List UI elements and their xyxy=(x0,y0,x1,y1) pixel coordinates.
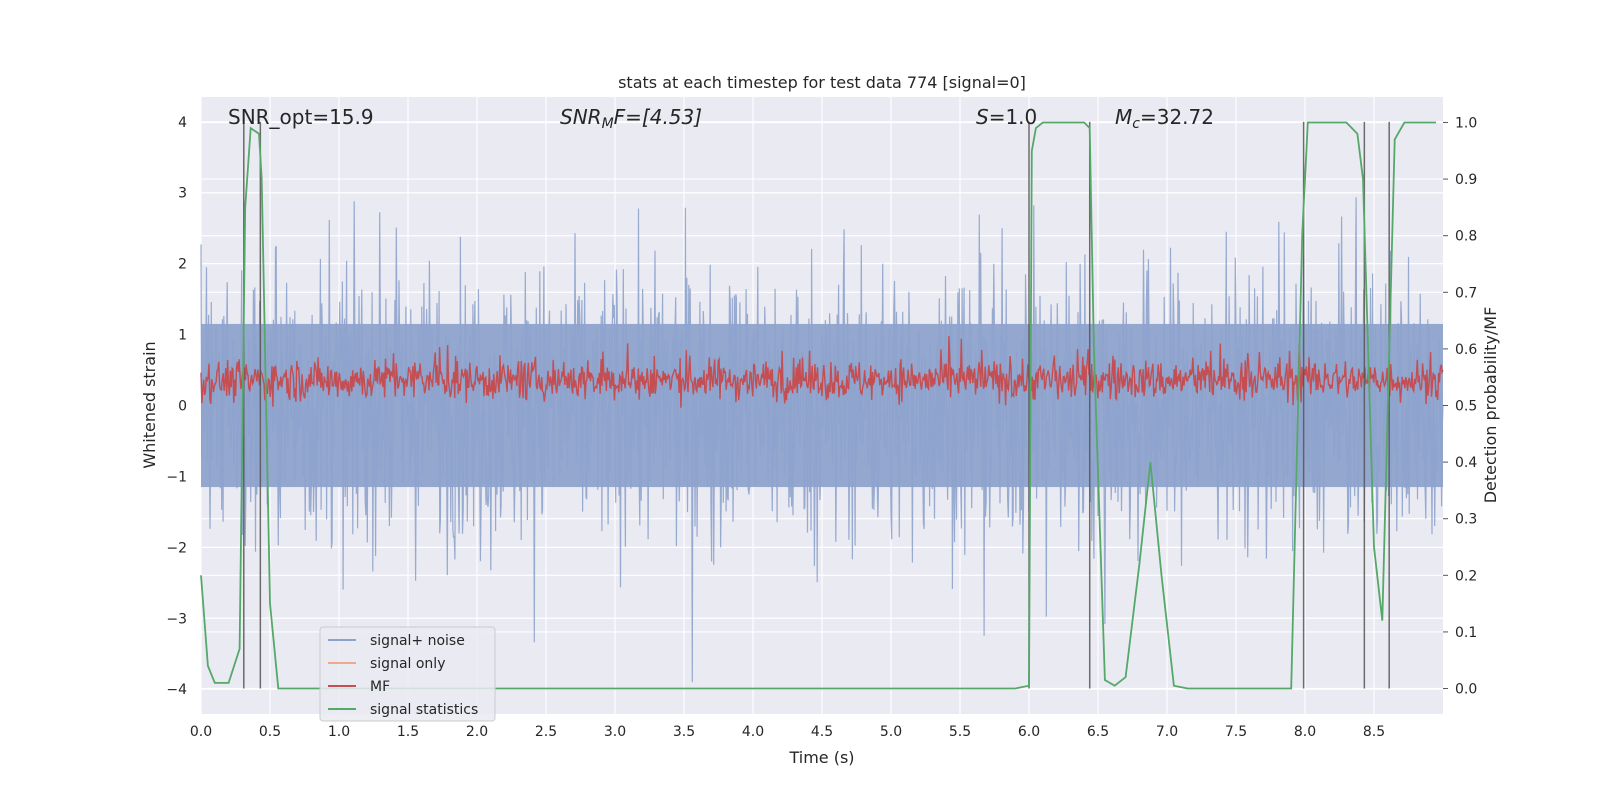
y-right-tick-label: 0.8 xyxy=(1455,229,1477,245)
legend-box xyxy=(319,626,496,722)
y-left-tick-label: −2 xyxy=(166,540,187,556)
y-right-tick-label: 1.0 xyxy=(1455,115,1477,131)
y-left-tick-label: −4 xyxy=(166,682,187,698)
legend-label-mf: MF xyxy=(370,679,390,695)
x-ticks: 0.0 0.5 1.0 1.5 2.0 2.5 3.0 3.5 4.0 4.5 5.0 5.5 6.0 6… xyxy=(190,724,1385,740)
y-left-ticks: −4 −3 −2 −1 0 1 2 3 4 xyxy=(166,115,187,698)
x-tick-label: 4.0 xyxy=(742,724,764,740)
x-tick-label: 2.5 xyxy=(535,724,557,740)
y-right-tick-label: 0.4 xyxy=(1455,455,1477,471)
y-right-tick-label: 0.1 xyxy=(1455,625,1477,641)
x-tick-label: 8.0 xyxy=(1294,724,1316,740)
x-tick-label: 5.0 xyxy=(880,724,902,740)
legend: signal+ noise signal only MF signal stat… xyxy=(319,626,496,722)
vertical-lines xyxy=(243,121,1390,689)
y-left-tick-label: −3 xyxy=(166,611,187,627)
annotation-mc: Mc=32.72 xyxy=(1115,105,1214,132)
y-left-tick-label: −1 xyxy=(166,469,187,485)
x-tick-label: 7.5 xyxy=(1225,724,1247,740)
y-left-tick-label: 3 xyxy=(178,186,187,202)
y-left-tick-label: 4 xyxy=(178,115,187,131)
y-right-tick-label: 0.2 xyxy=(1455,568,1477,584)
y-left-tick-label: 2 xyxy=(178,257,187,273)
y-right-tick-label: 0.7 xyxy=(1455,285,1477,301)
x-tick-label: 8.5 xyxy=(1363,724,1385,740)
annotation-snr-opt: SNR_opt=15.9 xyxy=(228,105,374,129)
y-right-tick-label: 0.6 xyxy=(1455,342,1477,358)
x-tick-label: 6.5 xyxy=(1087,724,1109,740)
legend-label-signal-statistics: signal statistics xyxy=(370,702,478,718)
annotation-s: S=1.0 xyxy=(976,105,1037,129)
signal-noise-line xyxy=(200,197,1444,683)
x-tick-label: 3.5 xyxy=(673,724,695,740)
x-tick-label: 7.0 xyxy=(1156,724,1178,740)
y-right-tick-label: 0.0 xyxy=(1455,682,1477,698)
x-tick-label: 2.0 xyxy=(466,724,488,740)
legend-label-signal-only: signal only xyxy=(370,656,445,672)
x-tick-label: 5.5 xyxy=(949,724,971,740)
x-tick-label: 1.5 xyxy=(397,724,419,740)
mf-series xyxy=(200,336,1444,408)
mf-line xyxy=(200,336,1444,408)
x-tick-label: 4.5 xyxy=(811,724,833,740)
signal-statistics-line xyxy=(200,121,1437,690)
x-tick-label: 6.0 xyxy=(1018,724,1040,740)
y-axis-right-label: Detection probability/MF xyxy=(1481,307,1500,504)
x-tick-label: 0.5 xyxy=(259,724,281,740)
y-right-tick-label: 0.5 xyxy=(1455,399,1477,415)
y-left-tick-label: 1 xyxy=(178,328,187,344)
y-left-tick-label: 0 xyxy=(178,399,187,415)
x-tick-label: 1.0 xyxy=(328,724,350,740)
chart-title: stats at each timestep for test data 774… xyxy=(618,73,1026,92)
y-right-tick-label: 0.3 xyxy=(1455,512,1477,528)
x-tick-label: 3.0 xyxy=(604,724,626,740)
signal-noise-series xyxy=(200,197,1444,683)
annotation-snr-mf: SNRMF=[4.53] xyxy=(560,105,702,132)
signal-statistics-series xyxy=(200,121,1437,690)
x-tick-label: 0.0 xyxy=(190,724,212,740)
x-axis-label: Time (s) xyxy=(788,748,854,767)
legend-label-signal-noise: signal+ noise xyxy=(370,633,465,649)
y-right-tick-label: 0.9 xyxy=(1455,172,1477,188)
y-right-ticks: 0.0 0.1 0.2 0.3 0.4 0.5 0.6 0.7 0.8 0.9 1.0 xyxy=(1443,115,1477,698)
y-axis-left-label: Whitened strain xyxy=(140,341,159,468)
